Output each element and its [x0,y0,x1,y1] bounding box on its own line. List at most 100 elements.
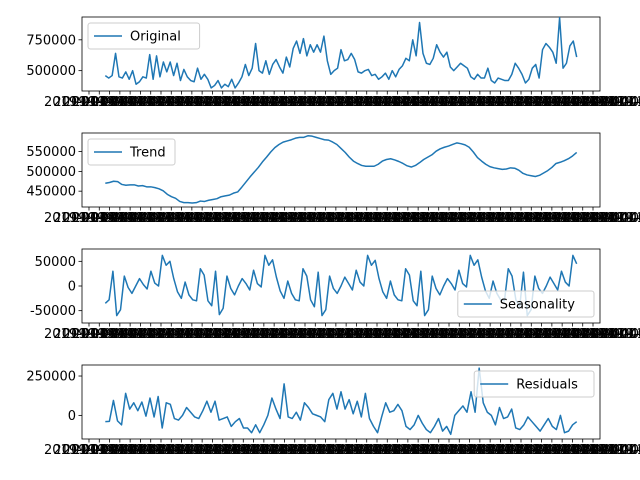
seasonality-xtick-label: 2019-01-04 [553,327,629,342]
residuals-xtick-label: 2019-01-04 [157,443,233,458]
seasonality-xtick-label: 2019-01-04 [157,327,233,342]
seasonality-xtick-label: 2019-01-04 [562,327,638,342]
trend-xtick-label: 2019-01-04 [572,211,640,226]
seasonality-xtick-label: 2019-01-04 [459,327,535,342]
residuals-xtick-label: 2019-01-04 [393,443,469,458]
residuals-xtick-label: 2019-01-04 [383,443,459,458]
trend-xtick-label: 2019-01-04 [440,211,516,226]
trend-xtick-label: 2019-01-04 [119,211,195,226]
seasonality-xtick-label: 2019-01-04 [468,327,544,342]
original-xtick-label: 2019-01-04 [477,95,553,110]
seasonality-xtick-label: 2019-01-04 [53,327,129,342]
original-xtick-label: 2019-01-04 [355,95,431,110]
trend-xtick-label: 2019-01-04 [327,211,403,226]
trend-xtick-label: 2019-01-04 [148,211,224,226]
original-xtick-label: 2019-01-04 [572,95,640,110]
original-xtick-label: 2019-01-04 [487,95,563,110]
seasonality-xtick-label: 2019-01-04 [600,327,640,342]
residuals-xtick-label: 2019-01-04 [600,443,640,458]
trend-xtick-label: 2019-01-04 [101,211,177,226]
trend-xtick-label: 2019-01-04 [346,211,422,226]
residuals-xtick-label: 2019-01-04 [82,443,158,458]
residuals-xtick-label: 2019-01-04 [53,443,129,458]
seasonality-legend-box [457,290,595,318]
original-xtick-label: 2019-01-04 [280,95,356,110]
trend-xtick-label: 2019-01-04 [251,211,327,226]
trend-xtick-label: 2019-01-04 [82,211,158,226]
trend-xtick-label: 2019-01-04 [553,211,629,226]
original-xtick-label: 2019-01-04 [110,95,186,110]
residuals-xtick-label: 2019-01-04 [336,443,412,458]
trend-xtick-label: 2019-01-04 [534,211,610,226]
original-xtick-label: 2019-01-04 [412,95,488,110]
residuals-xtick-label: 2019-01-04 [346,443,422,458]
original-xtick-label: 2019-01-04 [204,95,280,110]
plot-area-original: 5000007500002019-01-042019-01-042019-01-… [26,16,640,110]
residuals-xtick-label: 2019-01-04 [176,443,252,458]
original-xtick-label: 2019-01-04 [185,95,261,110]
seasonality-xtick-label: 2019-01-04 [477,327,553,342]
plot-area-trend: 4500005000005500002019-01-042019-01-0420… [26,132,640,226]
seasonality-xtick-label: 2019-01-04 [242,327,318,342]
residuals-xtick-label: 2019-01-04 [110,443,186,458]
trend-xtick-label: 2019-01-04 [421,211,497,226]
original-xtick-label: 2019-01-04 [270,95,346,110]
original-xtick-label: 2019-01-04 [336,95,412,110]
trend-xtick-label: 2019-01-04 [223,211,299,226]
trend-legend-label: Trend [129,146,166,161]
trend-xtick-label: 2019-01-04 [138,211,214,226]
residuals-xtick-label: 2019-01-04 [487,443,563,458]
trend-xtick-label: 2019-01-04 [204,211,280,226]
seasonality-xtick-label: 2019-01-04 [223,327,299,342]
trend-xtick-label: 2019-01-04 [242,211,318,226]
seasonality-xtick-label: 2019-01-04 [167,327,243,342]
seasonality-xtick-label: 2019-01-04 [496,327,572,342]
original-xtick-label: 2019-01-04 [562,95,638,110]
seasonality-xtick-label: 2019-01-04 [534,327,610,342]
residuals-xtick-label: 2019-01-04 [232,443,308,458]
residuals-xtick-label: 2019-01-04 [317,443,393,458]
residuals-xtick-label: 2019-01-04 [298,443,374,458]
seasonality-xtick-label: 2019-01-04 [261,327,337,342]
seasonality-xtick-label: 2019-01-04 [63,327,139,342]
trend-xtick-label: 2019-01-04 [562,211,638,226]
trend-xtick-label: 2019-01-04 [129,211,205,226]
residuals-xtick-label: 2019-01-04 [553,443,629,458]
residuals-xtick-label: 2019-01-04 [421,443,497,458]
seasonality-xtick-label: 2019-01-04 [572,327,640,342]
original-legend: Original [87,22,201,50]
original-xtick-label: 2019-01-04 [459,95,535,110]
seasonality-xtick-label: 2019-01-04 [449,327,525,342]
trend-xtick-label: 2019-01-04 [336,211,412,226]
trend-legend-box [87,138,176,166]
seasonality-xtick-label: 2019-01-04 [430,327,506,342]
trend-xtick-label: 2019-01-04 [402,211,478,226]
trend-xtick-label: 2019-01-04 [459,211,535,226]
original-xtick-label: 2019-01-04 [402,95,478,110]
seasonality-xtick-label: 2019-01-04 [82,327,158,342]
trend-xtick-label: 2019-01-04 [167,211,243,226]
seasonality-xtick-label: 2019-01-04 [412,327,488,342]
seasonality-xtick-label: 2019-01-04 [355,327,431,342]
seasonality-xtick-label: 2019-01-04 [346,327,422,342]
trend-xtick-label: 2019-01-04 [543,211,619,226]
residuals-xtick-label: 2019-01-04 [572,443,640,458]
trend-legend: Trend [87,138,176,166]
original-ytick-label: 750000 [26,33,76,48]
trend-xtick-label: 2019-01-04 [600,211,640,226]
residuals-xtick-label: 2019-01-04 [223,443,299,458]
trend-xtick-label: 2019-01-04 [525,211,601,226]
residuals-xtick-label: 2019-01-04 [261,443,337,458]
residuals-xtick-label: 2019-01-04 [44,443,120,458]
trend-xtick-label: 2019-01-04 [355,211,431,226]
residuals-xtick-label: 2019-01-04 [402,443,478,458]
residuals-axes-frame [81,364,601,440]
residuals-xtick-label: 2019-01-04 [459,443,535,458]
seasonality-xtick-label: 2019-01-04 [402,327,478,342]
residuals-xtick-label: 2019-01-04 [430,443,506,458]
trend-xtick-label: 2019-01-04 [383,211,459,226]
seasonality-xtick-label: 2019-01-04 [525,327,601,342]
seasonality-xtick-label: 2019-01-04 [119,327,195,342]
seasonality-xtick-label: 2019-01-04 [110,327,186,342]
residuals-xtick-label: 2019-01-04 [251,443,327,458]
